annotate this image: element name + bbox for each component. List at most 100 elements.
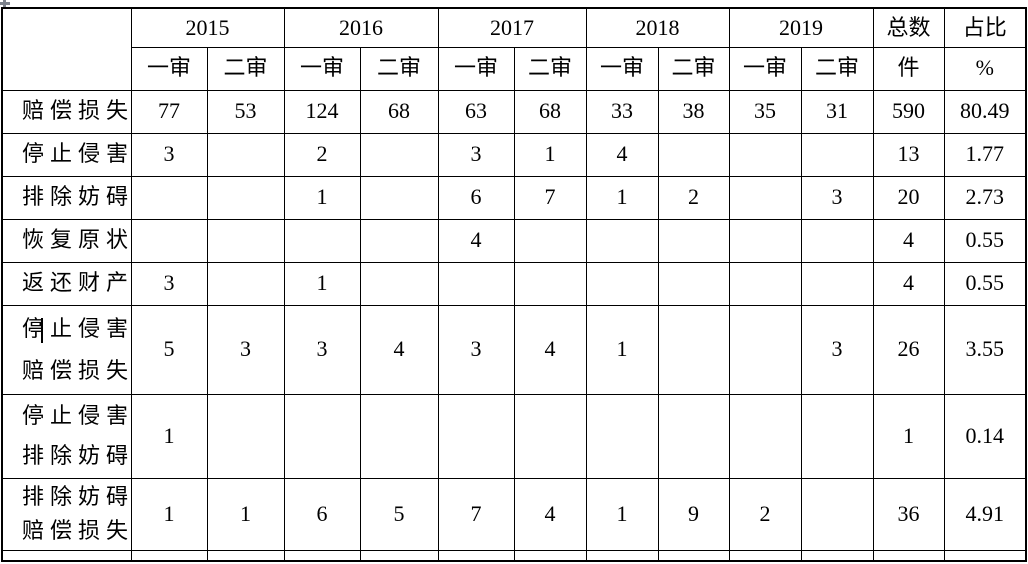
value-cell[interactable]: 6 xyxy=(283,477,361,551)
value-cell[interactable] xyxy=(585,218,659,263)
value-cell[interactable]: 20 xyxy=(872,175,945,220)
value-cell[interactable]: 26 xyxy=(872,304,945,395)
value-cell[interactable] xyxy=(943,549,1027,562)
value-cell[interactable]: 68 xyxy=(513,89,587,134)
trial-level-header-2018-second[interactable]: 二审 xyxy=(657,46,730,91)
value-cell[interactable]: 1 xyxy=(130,393,208,479)
value-cell[interactable] xyxy=(872,549,945,562)
row-label-cell[interactable]: 停止侵害 赔偿损失 xyxy=(1,304,132,395)
value-cell[interactable]: 53 xyxy=(206,89,285,134)
value-cell[interactable] xyxy=(728,393,802,479)
value-cell[interactable] xyxy=(283,393,361,479)
year-header-2016[interactable]: 2016 xyxy=(283,7,439,48)
value-cell[interactable] xyxy=(359,393,439,479)
value-cell[interactable]: 1 xyxy=(283,175,361,220)
value-cell[interactable] xyxy=(359,218,439,263)
share-unit-header-cell[interactable]: % xyxy=(943,46,1027,91)
trial-level-header-2016-second[interactable]: 二审 xyxy=(359,46,439,91)
value-cell[interactable] xyxy=(283,218,361,263)
value-cell[interactable]: 2 xyxy=(283,132,361,177)
value-cell[interactable] xyxy=(728,132,802,177)
value-cell[interactable] xyxy=(206,218,285,263)
value-cell[interactable]: 5 xyxy=(130,304,208,395)
year-header-2019[interactable]: 2019 xyxy=(728,7,874,48)
value-cell[interactable]: 1 xyxy=(206,477,285,551)
table-move-handle-icon[interactable] xyxy=(0,0,10,9)
value-cell[interactable]: 1 xyxy=(283,261,361,306)
value-cell[interactable]: 63 xyxy=(437,89,515,134)
value-cell[interactable]: 1 xyxy=(585,304,659,395)
value-cell[interactable] xyxy=(513,393,587,479)
value-cell[interactable]: 9 xyxy=(657,477,730,551)
value-cell[interactable]: 4 xyxy=(513,477,587,551)
value-cell[interactable]: 3 xyxy=(206,304,285,395)
value-cell[interactable]: 1 xyxy=(585,477,659,551)
value-cell[interactable] xyxy=(800,549,874,562)
value-cell[interactable] xyxy=(585,549,659,562)
value-cell[interactable]: 77 xyxy=(130,89,208,134)
value-cell[interactable] xyxy=(657,132,730,177)
value-cell[interactable]: 4 xyxy=(872,261,945,306)
value-cell[interactable]: 4 xyxy=(359,304,439,395)
year-header-2015[interactable]: 2015 xyxy=(130,7,285,48)
value-cell[interactable]: 4.91 xyxy=(943,477,1027,551)
value-cell[interactable]: 36 xyxy=(872,477,945,551)
value-cell[interactable] xyxy=(206,132,285,177)
value-cell[interactable] xyxy=(585,393,659,479)
row-label-cell[interactable]: 停止侵害 排除妨碍 xyxy=(1,393,132,479)
value-cell[interactable] xyxy=(359,549,439,562)
value-cell[interactable] xyxy=(728,218,802,263)
value-cell[interactable] xyxy=(359,261,439,306)
value-cell[interactable]: 68 xyxy=(359,89,439,134)
value-cell[interactable]: 33 xyxy=(585,89,659,134)
value-cell[interactable]: 4 xyxy=(872,218,945,263)
value-cell[interactable] xyxy=(657,261,730,306)
value-cell[interactable] xyxy=(800,261,874,306)
corner-header-cell[interactable] xyxy=(1,7,132,91)
value-cell[interactable]: 13 xyxy=(872,132,945,177)
value-cell[interactable]: 2 xyxy=(728,477,802,551)
value-cell[interactable] xyxy=(800,132,874,177)
value-cell[interactable]: 3 xyxy=(130,132,208,177)
value-cell[interactable]: 590 xyxy=(872,89,945,134)
value-cell[interactable]: 3 xyxy=(283,304,361,395)
value-cell[interactable]: 0.14 xyxy=(943,393,1027,479)
total-unit-header-cell[interactable]: 件 xyxy=(872,46,945,91)
row-label-cell[interactable]: 排除妨碍 xyxy=(1,175,132,220)
value-cell[interactable]: 1.77 xyxy=(943,132,1027,177)
value-cell[interactable] xyxy=(437,549,515,562)
value-cell[interactable] xyxy=(359,132,439,177)
value-cell[interactable]: 3.55 xyxy=(943,304,1027,395)
value-cell[interactable] xyxy=(728,549,802,562)
value-cell[interactable]: 1 xyxy=(130,477,208,551)
value-cell[interactable] xyxy=(437,261,515,306)
value-cell[interactable] xyxy=(513,218,587,263)
value-cell[interactable]: 1 xyxy=(585,175,659,220)
trial-level-header-2015-second[interactable]: 二审 xyxy=(206,46,285,91)
value-cell[interactable]: 2.73 xyxy=(943,175,1027,220)
value-cell[interactable] xyxy=(657,393,730,479)
value-cell[interactable] xyxy=(657,304,730,395)
value-cell[interactable] xyxy=(585,261,659,306)
value-cell[interactable] xyxy=(728,304,802,395)
value-cell[interactable] xyxy=(657,549,730,562)
value-cell[interactable]: 38 xyxy=(657,89,730,134)
value-cell[interactable] xyxy=(206,393,285,479)
value-cell[interactable] xyxy=(206,549,285,562)
value-cell[interactable]: 4 xyxy=(585,132,659,177)
year-header-2018[interactable]: 2018 xyxy=(585,7,730,48)
value-cell[interactable] xyxy=(800,477,874,551)
value-cell[interactable]: 80.49 xyxy=(943,89,1027,134)
value-cell[interactable] xyxy=(206,261,285,306)
value-cell[interactable]: 0.55 xyxy=(943,261,1027,306)
trial-level-header-2019-second[interactable]: 二审 xyxy=(800,46,874,91)
value-cell[interactable] xyxy=(359,175,439,220)
value-cell[interactable] xyxy=(130,218,208,263)
value-cell[interactable] xyxy=(513,261,587,306)
row-label-cell[interactable]: 赔偿损失 xyxy=(1,89,132,134)
value-cell[interactable]: 4 xyxy=(437,218,515,263)
value-cell[interactable]: 3 xyxy=(130,261,208,306)
value-cell[interactable] xyxy=(800,218,874,263)
total-header-cell[interactable]: 总数 xyxy=(872,7,945,48)
value-cell[interactable] xyxy=(130,549,208,562)
